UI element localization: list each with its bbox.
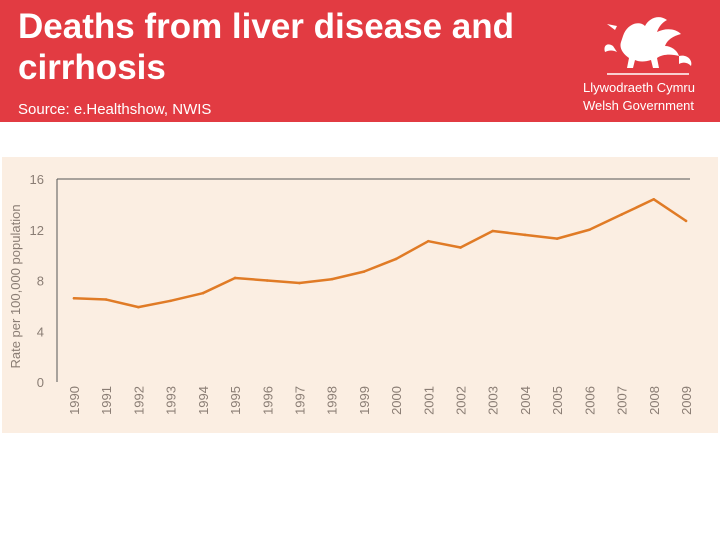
welsh-government-logo: Llywodraeth Cymru Welsh Government [583, 6, 713, 118]
x-tick-label: 2001 [421, 386, 436, 415]
x-tick-label: 2007 [615, 386, 630, 415]
data-point [555, 237, 559, 240]
data-point [684, 219, 688, 223]
data-point [137, 305, 140, 309]
y-tick-label: 12 [30, 223, 44, 238]
x-tick-label: 1999 [357, 386, 372, 415]
source-note: Source: e.Healthshow, NWIS [18, 101, 212, 118]
x-tick-label: 1992 [131, 386, 146, 415]
x-tick-label: 2002 [454, 386, 469, 415]
x-tick-label: 2004 [518, 386, 533, 415]
x-tick-label: 1995 [228, 386, 243, 415]
y-tick-label: 16 [30, 172, 44, 187]
data-point [362, 270, 366, 273]
data-point [104, 298, 108, 301]
dragon-icon [604, 17, 692, 75]
x-tick-label: 2006 [582, 386, 597, 415]
data-point [265, 279, 269, 282]
logo-text-english: Welsh Government [583, 98, 695, 113]
data-point [523, 233, 527, 237]
y-axis-label: Rate per 100,000 population [8, 204, 23, 368]
data-point [652, 198, 656, 201]
data-point [588, 228, 591, 232]
data-point [491, 229, 495, 233]
data-point [394, 257, 398, 261]
data-point [233, 276, 237, 280]
x-tick-label: 1997 [292, 386, 307, 415]
line-chart: 0 4 8 12 16 1990 1991 1992 1993 1994 1995 1996 1997… [8, 172, 694, 415]
data-point [201, 291, 205, 295]
header-banner: Deaths from liver disease and cirrhosis … [0, 0, 720, 122]
x-tick-label: 2005 [550, 386, 565, 415]
y-tick-label: 8 [37, 274, 44, 289]
data-point [72, 296, 76, 300]
x-tick-label: 1998 [325, 386, 340, 415]
y-tick-label: 0 [37, 375, 44, 390]
data-point [169, 299, 172, 303]
chart-panel: 0 4 8 12 16 1990 1991 1992 1993 1994 1995 1996 1997… [2, 157, 718, 433]
y-axis-ticks: 0 4 8 12 16 [30, 172, 44, 390]
x-tick-label: 1991 [99, 386, 114, 415]
logo-text-welsh: Llywodraeth Cymru [583, 80, 695, 95]
data-point [298, 281, 301, 285]
x-tick-label: 2000 [389, 386, 404, 415]
y-tick-label: 4 [37, 324, 44, 339]
x-tick-label: 1990 [67, 386, 82, 415]
data-point [330, 277, 333, 281]
x-axis-ticks: 1990 1991 1992 1993 1994 1995 1996 1997 1998 1999… [67, 386, 694, 415]
x-tick-label: 2003 [486, 386, 501, 415]
series-line [72, 198, 688, 309]
x-tick-label: 1994 [196, 386, 211, 415]
x-tick-label: 2008 [647, 386, 662, 415]
data-point [620, 213, 623, 216]
data-point [427, 239, 430, 243]
x-tick-label: 2009 [679, 386, 694, 415]
x-tick-label: 1993 [164, 386, 179, 415]
x-tick-label: 1996 [260, 386, 275, 415]
chart-series [72, 198, 688, 309]
data-point [459, 246, 462, 249]
chart-axes [56, 178, 690, 382]
page-title: Deaths from liver disease and cirrhosis [18, 7, 515, 87]
